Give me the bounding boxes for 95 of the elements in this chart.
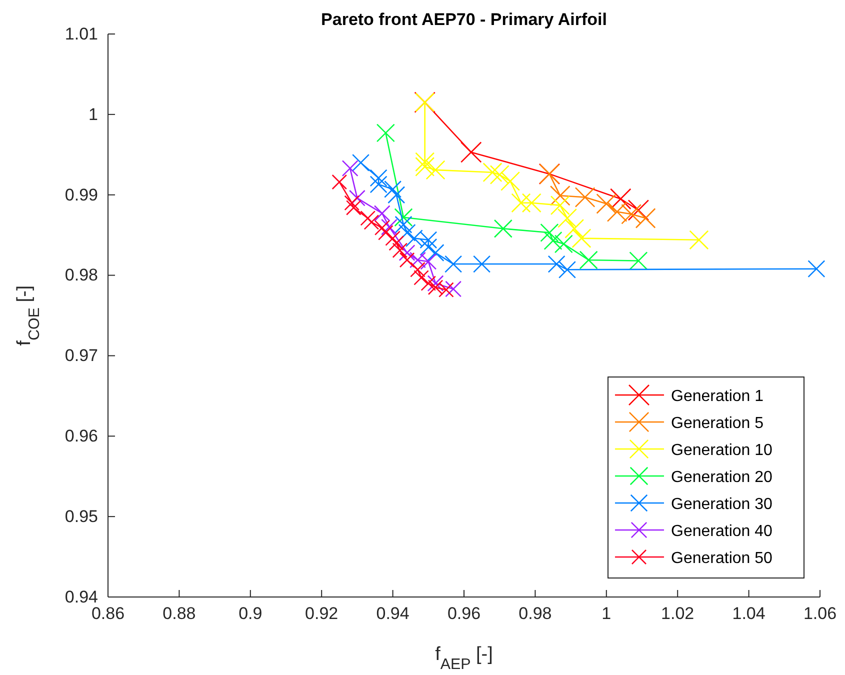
y-tick-label: 0.99 xyxy=(64,185,98,204)
point xyxy=(548,255,566,273)
point xyxy=(550,196,570,216)
point xyxy=(606,202,628,222)
point xyxy=(445,280,462,298)
point xyxy=(394,208,413,227)
point xyxy=(348,190,366,206)
point xyxy=(544,231,562,250)
point xyxy=(564,218,584,238)
x-tick-label: 1.04 xyxy=(732,604,766,624)
legend-label: Generation 20 xyxy=(671,469,773,486)
legend-label: Generation 5 xyxy=(671,415,764,432)
point xyxy=(415,156,435,176)
legend-label: Generation 10 xyxy=(671,442,773,459)
point xyxy=(342,160,358,177)
point xyxy=(378,225,394,240)
point xyxy=(460,142,482,163)
point xyxy=(444,255,462,273)
point xyxy=(438,282,454,298)
point xyxy=(415,152,435,172)
point xyxy=(332,174,348,190)
x-tick-label: 0.86 xyxy=(91,604,125,624)
y-tick-label: 1.01 xyxy=(64,24,98,44)
point xyxy=(398,244,416,262)
point xyxy=(392,242,408,258)
point xyxy=(628,200,650,221)
point xyxy=(426,244,444,262)
point xyxy=(398,224,416,242)
point xyxy=(381,218,398,236)
x-tick-label: 1 xyxy=(602,604,612,624)
point xyxy=(558,260,576,278)
point xyxy=(420,253,437,270)
point xyxy=(572,228,592,248)
point xyxy=(473,255,491,273)
legend-label: Generation 50 xyxy=(671,550,773,567)
point xyxy=(557,208,577,228)
point xyxy=(374,205,390,222)
point xyxy=(414,270,429,286)
x-tick-label: 0.92 xyxy=(305,604,338,624)
point xyxy=(370,169,388,187)
point xyxy=(370,176,388,194)
point xyxy=(596,194,617,214)
point xyxy=(409,252,426,268)
point xyxy=(420,238,438,256)
y-tick-label: 0.94 xyxy=(64,587,98,606)
point xyxy=(550,185,570,206)
point xyxy=(388,235,404,251)
point xyxy=(388,186,406,204)
y-tick-label: 1 xyxy=(88,104,98,124)
point xyxy=(374,220,390,236)
x-tick-label: 0.96 xyxy=(447,604,481,624)
x-tick-label: 1.02 xyxy=(661,604,694,624)
point xyxy=(346,200,362,216)
legend-label: Generation 30 xyxy=(671,496,773,513)
x-tick-label: 0.88 xyxy=(162,604,196,624)
point xyxy=(385,230,400,246)
y-tick-label: 0.96 xyxy=(64,426,98,446)
point xyxy=(574,187,596,208)
point xyxy=(426,160,446,180)
point xyxy=(399,252,415,268)
legend-label: Generation 40 xyxy=(671,523,773,540)
point xyxy=(494,219,512,238)
point xyxy=(427,275,444,292)
point xyxy=(376,124,395,142)
point xyxy=(384,180,402,198)
point xyxy=(500,171,520,191)
point xyxy=(635,208,656,228)
point xyxy=(360,210,376,226)
y-tick-label: 0.95 xyxy=(64,507,98,526)
point xyxy=(621,204,642,224)
point xyxy=(540,223,559,242)
point xyxy=(364,214,380,230)
point xyxy=(352,154,370,172)
point xyxy=(511,193,531,213)
x-tick-label: 0.94 xyxy=(376,604,410,624)
chart-title: Pareto front AEP70 - Primary Airfoil xyxy=(321,10,607,29)
point xyxy=(482,162,502,182)
x-tick-label: 1.06 xyxy=(803,604,837,624)
y-tick-label: 0.98 xyxy=(64,266,98,285)
point xyxy=(428,280,444,296)
point xyxy=(579,250,598,270)
point xyxy=(410,262,426,278)
point xyxy=(689,230,709,250)
point xyxy=(344,195,360,211)
y-tick-label: 0.97 xyxy=(64,346,98,366)
x-tick-label: 0.98 xyxy=(518,604,552,624)
point xyxy=(394,216,412,234)
legend-label: Generation 1 xyxy=(671,388,764,405)
x-axis-title: f$_{AEP}$ [-] xyxy=(435,644,493,672)
x-tick-label: 0.9 xyxy=(238,604,262,624)
point xyxy=(522,193,542,213)
point xyxy=(808,260,826,278)
point xyxy=(420,276,436,291)
point xyxy=(490,165,510,184)
point xyxy=(554,234,573,254)
